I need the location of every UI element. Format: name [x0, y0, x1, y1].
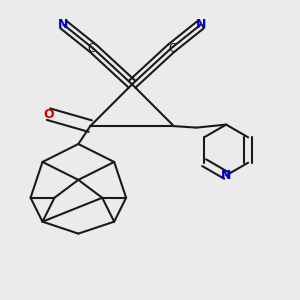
Text: N: N — [58, 18, 69, 31]
Text: O: O — [43, 108, 54, 121]
Text: N: N — [196, 18, 206, 31]
Text: N: N — [221, 169, 231, 182]
Text: C: C — [168, 42, 176, 55]
Text: C: C — [88, 42, 96, 55]
